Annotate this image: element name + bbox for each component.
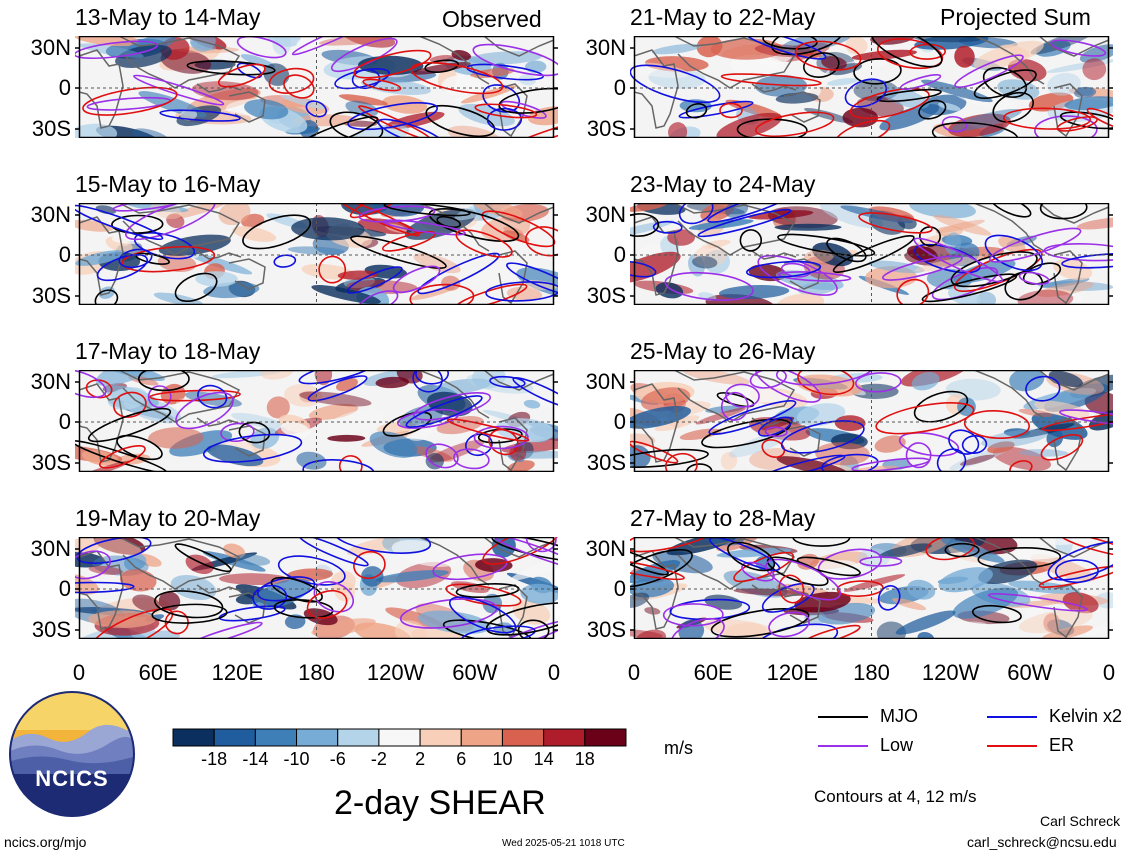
lon-label: 0 <box>1102 660 1116 685</box>
lat-label: 30S <box>31 283 71 308</box>
colorbar <box>172 728 632 755</box>
lat-label: 0 <box>58 576 71 601</box>
lon-label: 120E <box>766 660 819 685</box>
observed-panel-2-map <box>75 203 558 305</box>
lat-label: 30S <box>586 116 626 141</box>
lat-label: 30N <box>30 536 71 561</box>
lon-label: 180 <box>853 660 890 685</box>
lon-label: 60E <box>693 660 733 685</box>
legend-line-kelvin-x2 <box>987 716 1037 718</box>
projected-panel-2-map <box>630 203 1113 305</box>
lat-label: 0 <box>613 242 626 267</box>
colorbar-tick: 2 <box>415 749 426 769</box>
colorbar-swatch <box>460 728 503 747</box>
lat-label: 30S <box>586 450 626 475</box>
lat-label: 0 <box>58 409 71 434</box>
lat-label: 30N <box>585 369 626 394</box>
author: Carl Schreck <box>1040 813 1121 829</box>
ncics-logo <box>8 690 136 818</box>
lon-label: 120W <box>921 660 980 685</box>
legend-line-er <box>987 745 1037 747</box>
lat-label: 0 <box>613 409 626 434</box>
legend-label: Low <box>880 735 914 755</box>
projected-panel-4-title: 27-May to 28-May <box>630 505 816 531</box>
colorbar-swatch <box>296 728 339 747</box>
colorbar-unit: m/s <box>664 738 693 758</box>
lon-label: 60W <box>452 660 498 685</box>
lon-label: 0 <box>547 660 561 685</box>
lat-label: 30N <box>30 35 71 60</box>
logo-text: NCICS <box>35 766 109 791</box>
lon-label: 60E <box>138 660 178 685</box>
lat-label: 30S <box>31 116 71 141</box>
lat-label: 30N <box>585 35 626 60</box>
colorbar-swatch <box>172 728 215 747</box>
observed-panel-1-map <box>75 36 558 138</box>
observed-panel-3-map <box>75 370 558 472</box>
projected-panel-1-title: 21-May to 22-May <box>630 4 816 30</box>
legend-label: Kelvin x2 <box>1049 706 1123 726</box>
observed-header: Observed <box>442 6 542 32</box>
colorbar-tick: -2 <box>370 749 387 769</box>
colorbar-tick: 18 <box>574 749 595 769</box>
lon-label: 60W <box>1007 660 1053 685</box>
colorbar-tick: 6 <box>456 749 467 769</box>
lat-label: 30S <box>31 617 71 642</box>
lat-label: 30S <box>586 283 626 308</box>
lat-label: 0 <box>58 242 71 267</box>
lon-label: 0 <box>627 660 641 685</box>
observed-panel-2-title: 15-May to 16-May <box>75 171 261 197</box>
colorbar-tick: 14 <box>533 749 554 769</box>
colorbar-swatch <box>501 728 545 747</box>
lat-label: 30S <box>586 617 626 642</box>
lon-label: 0 <box>72 660 86 685</box>
lon-label: 120W <box>366 660 425 685</box>
lat-label: 30N <box>585 536 626 561</box>
observed-panel-4-map <box>75 537 558 639</box>
timestamp: Wed 2025-05-21 1018 UTC <box>502 838 625 849</box>
legend-label: ER <box>1049 735 1075 755</box>
projected-panel-2-title: 23-May to 24-May <box>630 171 816 197</box>
projected-panel-3-map <box>630 370 1113 472</box>
email-link[interactable]: carl_schreck@ncsu.edu <box>967 834 1117 850</box>
colorbar-tick: -10 <box>283 749 310 769</box>
lat-label: 30S <box>31 450 71 475</box>
colorbar-swatch <box>378 728 421 747</box>
projected-panel-3-title: 25-May to 26-May <box>630 338 816 364</box>
colorbar-swatch <box>419 728 462 747</box>
colorbar-tick: 10 <box>492 749 513 769</box>
observed-panel-1-title: 13-May to 14-May <box>75 4 261 30</box>
contours-note: Contours at 4, 12 m/s <box>814 787 977 806</box>
legend-line-low <box>818 745 868 747</box>
lat-label: 30N <box>30 369 71 394</box>
colorbar-tick: -14 <box>242 749 269 769</box>
projected-sum-header: Projected Sum <box>940 4 1091 30</box>
lat-label: 0 <box>613 75 626 100</box>
lon-label: 180 <box>298 660 335 685</box>
colorbar-tick: -6 <box>329 749 346 769</box>
legend-label: MJO <box>880 706 918 726</box>
lat-label: 0 <box>613 576 626 601</box>
legend-line-mjo <box>818 716 868 718</box>
colorbar-swatch <box>337 728 380 747</box>
colorbar-swatch <box>584 728 627 747</box>
colorbar-swatch <box>213 728 256 747</box>
observed-panel-3-title: 17-May to 18-May <box>75 338 261 364</box>
lat-label: 30N <box>30 202 71 227</box>
website-link[interactable]: ncics.org/mjo <box>4 834 87 850</box>
colorbar-tick: -18 <box>201 749 228 769</box>
observed-panel-4-title: 19-May to 20-May <box>75 505 261 531</box>
lat-label: 0 <box>58 75 71 100</box>
projected-panel-4-map <box>630 537 1113 639</box>
projected-panel-1-map <box>630 36 1113 138</box>
colorbar-swatch <box>254 728 298 747</box>
colorbar-swatch <box>543 728 586 747</box>
main-title: 2-day SHEAR <box>334 784 546 822</box>
lat-label: 30N <box>585 202 626 227</box>
lon-label: 120E <box>211 660 264 685</box>
